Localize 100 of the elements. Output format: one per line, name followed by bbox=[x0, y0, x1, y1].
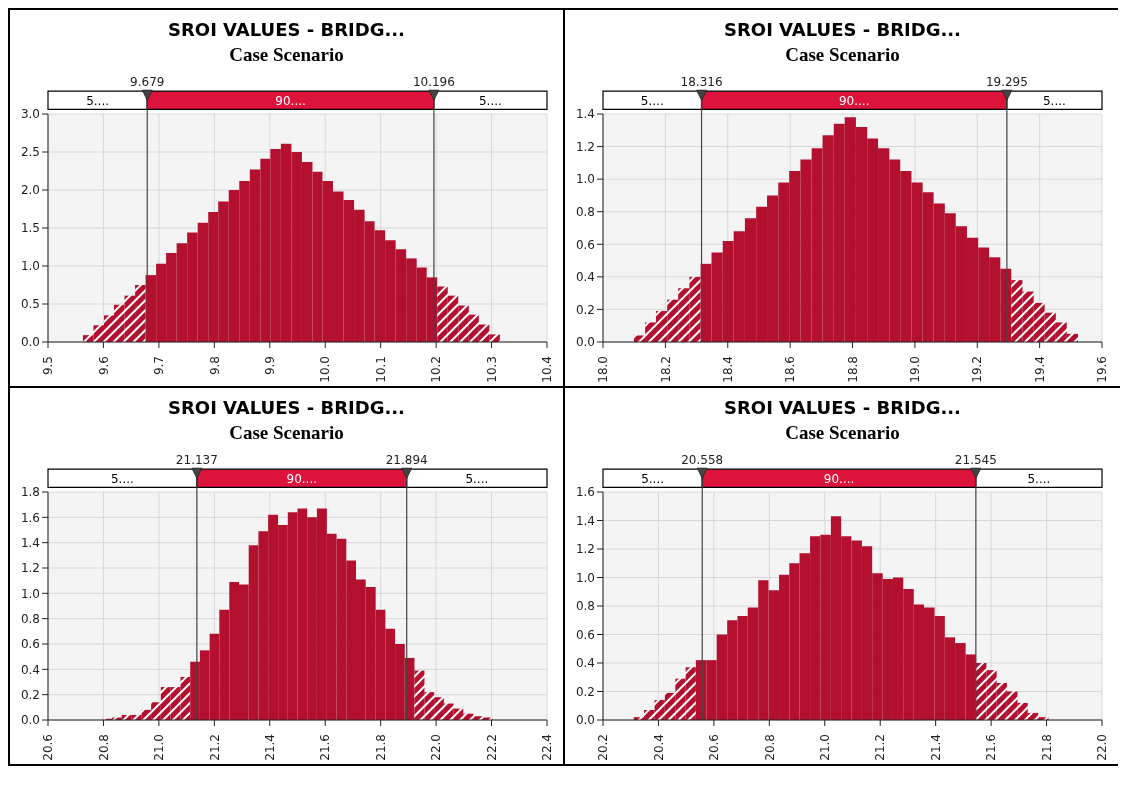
y-tick-label: 1.2 bbox=[20, 561, 40, 576]
y-tick-label: 2.0 bbox=[20, 183, 40, 198]
ref-line-label: 21.137 bbox=[175, 453, 218, 468]
x-tick-label: 21.0 bbox=[152, 734, 167, 761]
y-tick-label: 0.4 bbox=[20, 662, 40, 677]
text: 5.... bbox=[640, 93, 664, 108]
y-tick-label: 1.2 bbox=[575, 542, 595, 557]
y-tick-label: 0.0 bbox=[20, 335, 40, 350]
chart-title: SROI VALUES - BRIDG... bbox=[167, 396, 406, 420]
y-tick-label: 1.5 bbox=[20, 221, 40, 236]
x-tick-label: 19.2 bbox=[970, 356, 985, 383]
x-tick-label: 9.5 bbox=[41, 356, 56, 376]
text: 90.... bbox=[286, 471, 318, 486]
x-tick-label: 21.6 bbox=[318, 734, 333, 761]
x-tick-label: 18.2 bbox=[658, 356, 673, 383]
x-tick-label: 9.8 bbox=[207, 356, 222, 376]
y-tick-label: 2.5 bbox=[20, 145, 40, 160]
x-tick-label: 21.8 bbox=[1039, 734, 1054, 761]
x-tick-label: 10.0 bbox=[318, 356, 333, 383]
ref-line-label: 21.545 bbox=[954, 453, 997, 468]
chart-subtitle: Case Scenario bbox=[228, 421, 345, 445]
x-tick-label: 18.6 bbox=[783, 356, 798, 383]
x-tick-label: 18.4 bbox=[720, 356, 735, 383]
y-tick-label: 3.0 bbox=[20, 107, 40, 122]
y-tick-label: 1.4 bbox=[575, 513, 595, 528]
x-tick-label: 20.8 bbox=[762, 734, 777, 761]
text: 5.... bbox=[86, 93, 110, 108]
chart-title: SROI VALUES - BRIDG... bbox=[167, 18, 406, 42]
text: 5.... bbox=[465, 471, 489, 486]
text: 5.... bbox=[110, 471, 134, 486]
x-tick-label: 21.4 bbox=[928, 734, 943, 761]
ref-line-label: 21.894 bbox=[385, 453, 428, 468]
x-tick-label: 19.4 bbox=[1032, 356, 1047, 383]
ref-line-label: 18.316 bbox=[680, 75, 723, 90]
x-tick-label: 9.6 bbox=[96, 356, 111, 376]
y-tick-label: 0.2 bbox=[575, 684, 595, 699]
x-tick-label: 20.6 bbox=[41, 734, 56, 761]
y-tick-label: 1.0 bbox=[575, 570, 595, 585]
x-tick-label: 20.8 bbox=[96, 734, 111, 761]
chart-subtitle: Case Scenario bbox=[228, 43, 345, 67]
text: 5.... bbox=[641, 471, 665, 486]
y-tick-label: 1.6 bbox=[20, 510, 40, 525]
ref-line-label: 20.558 bbox=[681, 453, 724, 468]
x-tick-label: 22.0 bbox=[1095, 734, 1110, 761]
chart-title: SROI VALUES - BRIDG... bbox=[723, 18, 962, 42]
x-tick-label: 10.4 bbox=[540, 356, 555, 383]
y-tick-label: 0.8 bbox=[575, 204, 595, 219]
y-tick-label: 0.6 bbox=[575, 627, 595, 642]
y-tick-label: 0.6 bbox=[575, 237, 595, 252]
ref-line-label: 9.679 bbox=[130, 75, 165, 90]
chart-subtitle: Case Scenario bbox=[784, 421, 901, 445]
y-tick-label: 0.0 bbox=[575, 335, 595, 350]
x-tick-label: 20.4 bbox=[651, 734, 666, 761]
chart-subtitle: Case Scenario bbox=[784, 43, 901, 67]
x-tick-label: 21.0 bbox=[817, 734, 832, 761]
x-tick-label: 21.2 bbox=[207, 734, 222, 761]
x-tick-label: 21.6 bbox=[984, 734, 999, 761]
x-tick-label: 18.0 bbox=[596, 356, 611, 383]
text: 5.... bbox=[1027, 471, 1051, 486]
y-tick-label: 0.4 bbox=[575, 270, 595, 285]
y-tick-label: 1.0 bbox=[575, 172, 595, 187]
y-tick-label: 1.8 bbox=[20, 485, 40, 500]
x-tick-label: 9.9 bbox=[262, 356, 277, 376]
y-tick-label: 0.0 bbox=[20, 713, 40, 728]
x-tick-label: 22.0 bbox=[429, 734, 444, 761]
x-tick-label: 19.6 bbox=[1095, 356, 1110, 383]
y-tick-label: 0.2 bbox=[575, 302, 595, 317]
x-tick-label: 21.4 bbox=[262, 734, 277, 761]
x-tick-label: 22.4 bbox=[540, 734, 555, 761]
y-tick-label: 0.0 bbox=[575, 713, 595, 728]
x-tick-label: 21.2 bbox=[873, 734, 888, 761]
x-tick-label: 9.7 bbox=[152, 356, 167, 376]
text: 90.... bbox=[275, 93, 306, 108]
y-tick-label: 0.5 bbox=[20, 297, 40, 312]
x-tick-label: 19.0 bbox=[908, 356, 923, 383]
y-tick-label: 0.2 bbox=[20, 687, 40, 702]
x-tick-label: 18.8 bbox=[845, 356, 860, 383]
y-tick-label: 1.2 bbox=[575, 139, 595, 154]
y-tick-label: 0.8 bbox=[575, 599, 595, 614]
x-tick-label: 20.6 bbox=[707, 734, 722, 761]
y-tick-label: 1.0 bbox=[20, 586, 40, 601]
y-tick-label: 1.6 bbox=[575, 485, 595, 500]
ref-line-label: 19.295 bbox=[985, 75, 1028, 90]
text: 90.... bbox=[823, 471, 855, 486]
y-tick-label: 0.6 bbox=[20, 637, 40, 652]
y-tick-label: 0.4 bbox=[575, 656, 595, 671]
y-tick-label: 1.4 bbox=[575, 107, 595, 122]
y-tick-label: 1.4 bbox=[20, 535, 40, 550]
x-tick-label: 10.2 bbox=[429, 356, 444, 383]
y-tick-label: 1.0 bbox=[20, 259, 40, 274]
x-tick-label: 20.2 bbox=[596, 734, 611, 761]
x-tick-label: 21.8 bbox=[373, 734, 388, 761]
ref-line-label: 10.196 bbox=[412, 75, 455, 90]
x-tick-label: 10.1 bbox=[373, 356, 388, 383]
y-tick-label: 0.8 bbox=[20, 611, 40, 626]
x-tick-label: 10.3 bbox=[484, 356, 499, 383]
text: 5.... bbox=[1042, 93, 1066, 108]
text: 5.... bbox=[478, 93, 502, 108]
text: 90.... bbox=[838, 93, 870, 108]
x-tick-label: 22.2 bbox=[484, 734, 499, 761]
